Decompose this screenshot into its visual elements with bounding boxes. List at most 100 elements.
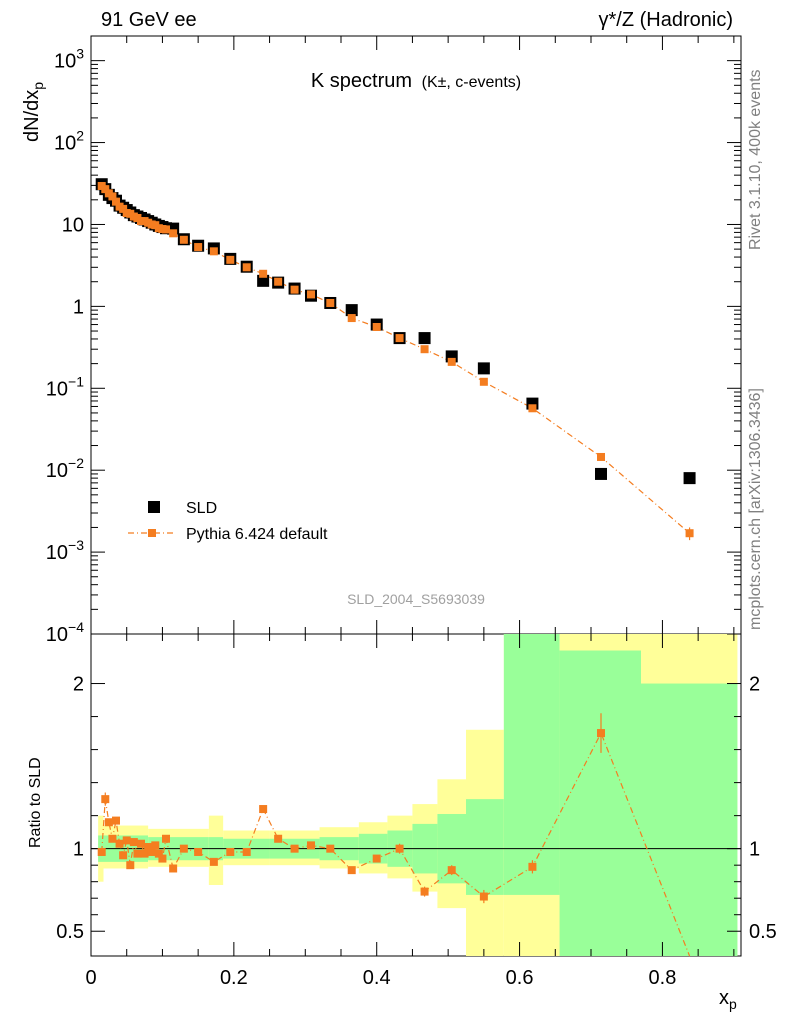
ratio-point xyxy=(169,864,178,873)
ratio-point xyxy=(115,839,124,848)
pythia-point xyxy=(226,255,235,264)
ratio-point xyxy=(179,844,188,853)
ratio-point xyxy=(290,844,299,853)
ratio-point xyxy=(194,847,203,856)
ratio-y-tick-label-right: 1 xyxy=(749,839,760,861)
legend: SLD Pythia 6.424 default xyxy=(128,500,328,543)
main-y-tick-label: 102 xyxy=(54,128,84,155)
main-y-tick-label: 10 xyxy=(62,214,84,236)
pythia-point xyxy=(169,229,178,238)
pythia-point xyxy=(108,192,117,201)
pythia-line xyxy=(101,185,690,534)
ratio-point xyxy=(122,836,131,845)
sld-point xyxy=(345,304,358,317)
main-y-tick-label: 10−1 xyxy=(46,373,84,400)
main-y-tick-label: 103 xyxy=(54,46,84,73)
ratio-bands xyxy=(98,634,738,956)
ratio-point xyxy=(108,834,117,843)
ratio-point xyxy=(151,841,160,850)
legend-label-sld: SLD xyxy=(186,500,217,517)
pythia-point xyxy=(395,334,404,343)
ratio-point xyxy=(119,851,128,860)
ratio-band-inner xyxy=(466,799,504,895)
ratio-point xyxy=(447,866,456,875)
pythia-point xyxy=(307,290,315,299)
pythia-point xyxy=(162,225,170,234)
pythia-point xyxy=(209,247,218,256)
plot-title: K spectrum (K±, c-events) xyxy=(311,70,521,92)
ratio-band-inner xyxy=(559,650,641,956)
pythia-point xyxy=(326,298,335,307)
xlabel: xp xyxy=(719,987,737,1012)
pythia-point xyxy=(420,345,429,354)
mcplots-label: mcplots.cern.ch [arXiv:1306.3436] xyxy=(747,388,764,630)
sld-point xyxy=(477,362,490,375)
ratio-panel-frame xyxy=(90,633,742,957)
ratio-point xyxy=(126,861,135,870)
ratio-point xyxy=(162,834,170,843)
sld-point xyxy=(418,332,431,345)
ratio-y-tick-label: 1 xyxy=(73,839,84,861)
sld-point xyxy=(257,274,270,287)
pythia-point xyxy=(597,452,605,461)
ratio-point xyxy=(112,816,120,825)
ratio-point xyxy=(259,805,268,814)
x-tick-label: 0.4 xyxy=(363,967,391,989)
ratio-point xyxy=(326,844,335,853)
ratio-point xyxy=(307,841,315,850)
pythia-point xyxy=(447,357,456,366)
ratio-point xyxy=(154,849,163,858)
legend-label-pythia: Pythia 6.424 default xyxy=(186,526,328,543)
ratio-y-tick-label-right: 0.5 xyxy=(749,921,777,943)
pythia-point xyxy=(372,322,381,331)
ratio-point xyxy=(528,862,537,871)
ratio-point xyxy=(140,849,149,858)
pythia-point xyxy=(528,404,537,413)
ratio-point xyxy=(104,818,113,827)
ratio-point xyxy=(133,849,142,858)
pythia-point xyxy=(259,269,268,278)
x-tick-label: 0.2 xyxy=(220,967,248,989)
ratio-marks xyxy=(97,713,691,957)
axes: 10−4 10−3 10−2 10−1 1 10 102 103 0 0.2 0.4 0.6 0.8 0.… xyxy=(46,35,777,989)
sld-point xyxy=(683,472,696,485)
main-y-tick-label: 10−3 xyxy=(46,537,84,564)
ratio-y-tick-label-right: 2 xyxy=(749,674,760,696)
legend-marker-pythia xyxy=(148,529,156,537)
pythia-point xyxy=(685,529,694,538)
ratio-point xyxy=(242,847,251,856)
plot-title-main: K spectrum xyxy=(311,70,412,92)
pythia-point xyxy=(274,277,283,286)
pythia-point xyxy=(242,263,251,272)
sld-point xyxy=(595,467,607,480)
pythia-point xyxy=(479,377,488,386)
header-right: γ*/Z (Hadronic) xyxy=(599,9,733,31)
pythia-point xyxy=(194,243,203,252)
ratio-point xyxy=(209,857,218,866)
main-y-tick-label: 10−4 xyxy=(46,619,84,646)
ratio-y-tick-label: 2 xyxy=(73,674,84,696)
ratio-point xyxy=(420,887,429,896)
ratio-point xyxy=(101,795,110,804)
main-marks xyxy=(95,178,696,541)
ratio-point xyxy=(395,844,404,853)
legend-marker-sld xyxy=(148,501,160,513)
main-panel-frame xyxy=(90,35,742,635)
ratio-point xyxy=(147,847,156,856)
ratio-point xyxy=(97,847,106,856)
ratio-band-inner xyxy=(641,683,738,956)
main-ylabel: dN/dxp xyxy=(21,82,46,142)
ratio-point xyxy=(372,854,381,863)
rivet-label: Rivet 3.1.10, 400k events xyxy=(747,69,764,250)
ratio-line xyxy=(101,731,691,957)
x-tick-label: 0.8 xyxy=(649,967,677,989)
ratio-band-inner xyxy=(503,634,560,895)
ratio-point xyxy=(479,892,488,901)
pythia-point xyxy=(347,314,356,323)
pythia-point xyxy=(179,235,188,244)
main-y-tick-label: 10−2 xyxy=(46,455,84,482)
ratio-point xyxy=(129,838,138,847)
pythia-point xyxy=(112,197,120,206)
ratio-point xyxy=(597,729,605,738)
